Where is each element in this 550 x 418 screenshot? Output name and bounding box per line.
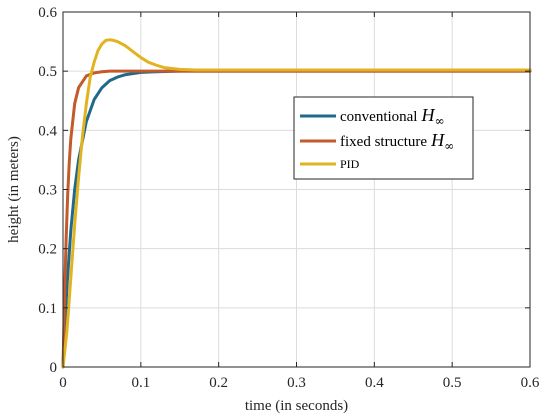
legend-symbol-fixed-structure: H [430, 130, 445, 150]
x-axis-label: time (in seconds) [245, 398, 348, 414]
legend-symbol-conventional: H [420, 105, 435, 125]
series-line-pid [61, 38, 532, 369]
y-tick-label: 0 [50, 360, 58, 376]
legend-subscript-fixed-structure: ∞ [444, 139, 454, 153]
x-tick-label: 0.5 [443, 375, 462, 391]
x-tick-label: 0.2 [209, 375, 228, 391]
x-tick-label: 0.6 [521, 375, 540, 391]
axis-ticks: 0 0.1 0.2 0.3 0.4 0.5 0.6 0 0.1 0.2 0.3 0.4 0.5 0.6 [38, 5, 540, 391]
x-tick-label: 0 [59, 375, 67, 391]
legend-label-fixed-structure: fixed structure [340, 134, 427, 150]
y-tick-label: 0.6 [38, 5, 57, 21]
x-tick-label: 0.1 [131, 375, 150, 391]
y-axis-label: height (in meters) [6, 136, 22, 243]
legend-subscript-conventional: ∞ [434, 114, 444, 128]
x-tick-label: 0.4 [365, 375, 384, 391]
legend-entry-conventional: conventional H∞ [340, 105, 444, 128]
y-tick-label: 0.5 [38, 64, 57, 80]
legend-label-conventional: conventional [340, 109, 417, 125]
legend-entry-fixed-structure: fixed structure H∞ [340, 130, 454, 153]
x-tick-label: 0.3 [287, 375, 306, 391]
y-tick-label: 0.1 [38, 301, 57, 317]
y-tick-label: 0.2 [38, 242, 57, 258]
y-tick-label: 0.3 [38, 183, 57, 199]
legend-label-pid: PID [340, 157, 360, 171]
legend: conventional H∞ fixed structure H∞ PID [293, 96, 474, 180]
y-tick-label: 0.4 [38, 123, 57, 139]
series-lines [61, 38, 532, 369]
